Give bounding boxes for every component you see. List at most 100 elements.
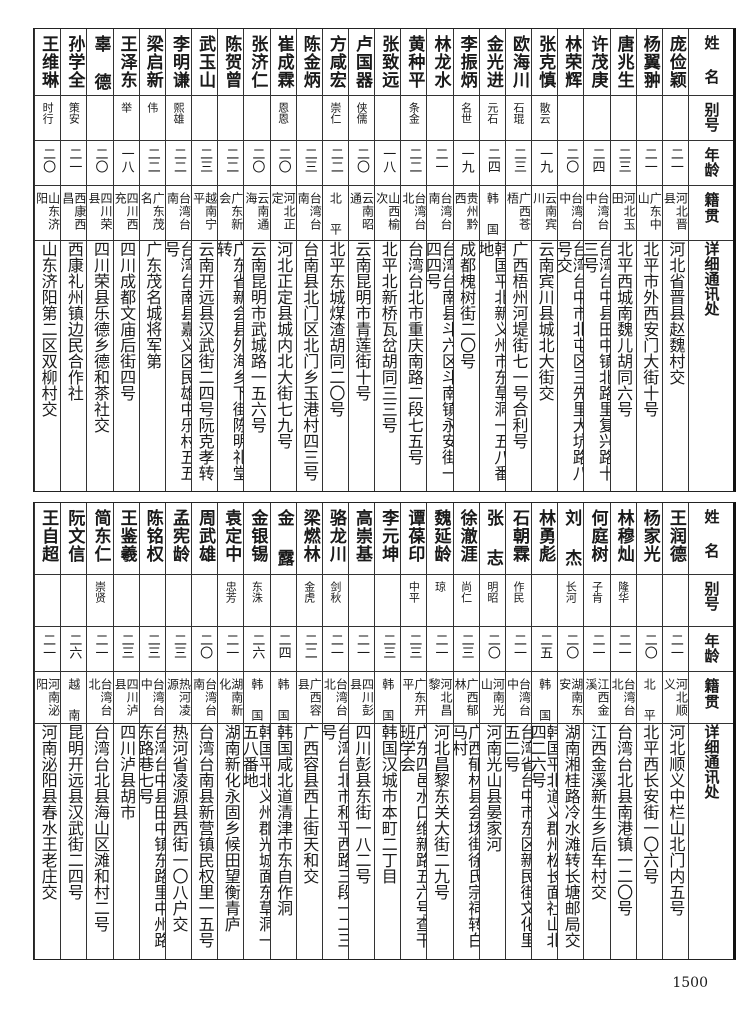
age-text: 二〇 xyxy=(641,633,657,659)
origin-cell: 广东开平 xyxy=(401,672,427,724)
header-age-text: 年龄 xyxy=(702,633,721,663)
age-text: 一九 xyxy=(537,147,553,173)
origin-cell: 台湾台中 xyxy=(558,186,584,241)
name-text: 高崇基 xyxy=(352,509,373,563)
address-cell: 热河省凌源县西街一〇八户交 xyxy=(166,724,191,959)
age-cell: 二一 xyxy=(427,141,453,186)
alias-cell: 条金 xyxy=(401,96,427,141)
age-text: 二一 xyxy=(92,633,108,659)
person-record: 徐澈涯 尚仁 二三 广西郁林 广西郁林县会场街徐氏宗祠转白马村 xyxy=(452,503,479,959)
origin-cell: 四川荣县 xyxy=(87,186,113,241)
origin-cell: 云南通海 xyxy=(244,186,270,241)
age-text: 二一 xyxy=(66,147,82,173)
header-name-text: 姓名 xyxy=(702,35,721,85)
origin-text: 广东新会 xyxy=(218,192,244,231)
origin-text: 台湾台北 xyxy=(610,678,636,717)
age-text: 一八 xyxy=(380,147,396,173)
person-record: 庞俭颖 二一 河北晋县 河北省晋县赵魏村交 xyxy=(661,29,688,491)
alias-cell xyxy=(296,96,322,141)
address-text: 成都槐树街二〇号 xyxy=(457,241,477,369)
address-cell: 韩国平北义州郡光城面东草洞一五八番地 xyxy=(244,724,269,959)
person-record: 袁定中 忠芳 二一 湖南新化 湖南新化永固乡候田望衡青庐 xyxy=(217,503,244,959)
origin-text: 四川彭县 xyxy=(348,678,375,717)
person-record: 金露 二四 韩国 韩国咸北道清津市东自作洞 xyxy=(269,503,296,959)
address-text: 广东省新会县外海乡下街陈明礼堂转 xyxy=(218,241,244,481)
origin-text: 云南通海 xyxy=(244,192,270,231)
address-text: 韩国咸北道清津市东自作洞 xyxy=(274,724,294,916)
origin-cell: 越南 xyxy=(61,672,87,724)
address-text: 广东茂名城将军第 xyxy=(143,241,163,369)
age-cell: 二一 xyxy=(505,627,532,672)
name-text: 杨翼翀 xyxy=(639,35,660,89)
address-cell: 广东省新会县外海乡下街陈明礼堂转 xyxy=(218,241,243,491)
alias-text: 恩恩 xyxy=(276,102,290,124)
alias-cell xyxy=(375,575,401,627)
address-text: 台湾台中县田中镇东路里中州路东路巷七号 xyxy=(139,724,165,948)
person-record: 杨家光 二〇 北平 北平西长安街一〇六号 xyxy=(635,503,662,959)
person-record: 简东仁 崇贤 二一 台湾台北 台湾台北县海山区滩和村二号 xyxy=(86,503,113,959)
origin-cell: 河北昌黎 xyxy=(427,672,453,724)
age-text: 二一 xyxy=(667,147,683,173)
age-cell: 二二 xyxy=(218,141,244,186)
name-text: 王润德 xyxy=(665,509,686,563)
address-text: 韩国平北道义郡州松长面社山北四二六号 xyxy=(532,724,558,948)
alias-cell: 崇仁 xyxy=(322,96,348,141)
person-record: 欧海川 石琨 二三 广西苍梧 广西梧州河堤街七一号合利号 xyxy=(504,29,532,491)
address-text: 广西容县西上街天和交 xyxy=(300,724,320,884)
address-text: 北平西长安街一〇六号 xyxy=(640,724,660,884)
person-record: 许茂庚 二四 台湾台中 台湾台中县田中镇北路里复兴路十三号 xyxy=(583,29,610,491)
origin-text: 山西榆次 xyxy=(375,192,401,231)
person-record: 金银锡 东洙 二六 韩国 韩国平北义州郡光城面东草洞一五八番地 xyxy=(243,503,270,959)
age-text: 二一 xyxy=(432,147,448,173)
name-cell: 王维琳 xyxy=(35,29,61,96)
origin-cell: 台湾台南 xyxy=(192,672,218,724)
address-cell: 广西梧州河堤街七一号合利号 xyxy=(506,241,531,491)
person-record: 孟宪龄 二三 热河凌源 热河省凌源县西街一〇八户交 xyxy=(164,503,192,959)
person-record: 林荣辉 二〇 台湾台中 台湾台中市北屯区三先里大坑路八号交 xyxy=(557,29,584,491)
alias-cell xyxy=(192,96,218,141)
address-cell: 河北正定县城内北大街七九号 xyxy=(271,241,296,491)
address-text: 湖南新化永固乡候田望衡青庐 xyxy=(221,724,241,932)
alias-cell xyxy=(244,96,270,141)
origin-cell: 四川西充 xyxy=(113,186,139,241)
alias-cell xyxy=(610,96,636,141)
age-text: 二二 xyxy=(170,147,186,173)
alias-text: 琼 xyxy=(433,581,447,592)
name-cell: 陈铭权 xyxy=(139,503,165,575)
alias-text: 忠芳 xyxy=(224,581,238,603)
name-cell: 李元坤 xyxy=(375,503,401,575)
alias-text: 石琨 xyxy=(511,102,525,124)
header-age-cell: 年龄 xyxy=(689,627,733,672)
age-text: 二三 xyxy=(510,147,526,173)
age-cell: 二一 xyxy=(427,627,453,672)
header-address-cell: 详细通讯处 xyxy=(689,241,733,491)
alias-cell: 子肯 xyxy=(584,575,610,627)
alias-cell xyxy=(35,575,61,627)
origin-text: 河南光山 xyxy=(479,678,505,717)
alias-cell xyxy=(87,96,113,141)
origin-text: 江西金溪 xyxy=(584,678,610,717)
alias-cell: 隆华 xyxy=(610,575,636,627)
origin-cell: 西康西昌 xyxy=(61,186,87,241)
name-cell: 孙学全 xyxy=(61,29,87,96)
origin-cell: 河南泌阳 xyxy=(35,672,61,724)
origin-cell: 台湾台南 xyxy=(165,186,192,241)
origin-cell: 河南光山 xyxy=(479,672,505,724)
origin-cell: 河北正定 xyxy=(270,186,296,241)
alias-text: 金虎 xyxy=(302,581,316,603)
age-cell: 二一 xyxy=(61,141,87,186)
age-cell: 二一 xyxy=(322,627,348,672)
origin-cell: 台湾台南 xyxy=(296,186,322,241)
address-text: 昆明开远县汉武街二四号 xyxy=(64,724,84,900)
name-cell: 欧海川 xyxy=(505,29,532,96)
age-text: 二三 xyxy=(170,633,186,659)
address-text: 河北省晋县赵魏村交 xyxy=(666,241,686,385)
address-text: 台南县北门区北门乡玉港村四三号 xyxy=(300,241,320,481)
person-record: 陈铭权 二三 台湾台中 台湾台中县田中镇东路里中州路东路巷七号 xyxy=(138,503,165,959)
name-text: 林龙水 xyxy=(430,35,451,89)
address-cell: 广西容县西上街天和交 xyxy=(297,724,322,959)
address-cell: 北平北新桥瓦岔胡同三三号 xyxy=(375,241,400,491)
origin-cell: 河北玉田 xyxy=(610,186,636,241)
person-record: 高崇基 二一 四川彭县 四川彭县东街一八二号 xyxy=(347,503,375,959)
name-cell: 方咸宏 xyxy=(322,29,348,96)
